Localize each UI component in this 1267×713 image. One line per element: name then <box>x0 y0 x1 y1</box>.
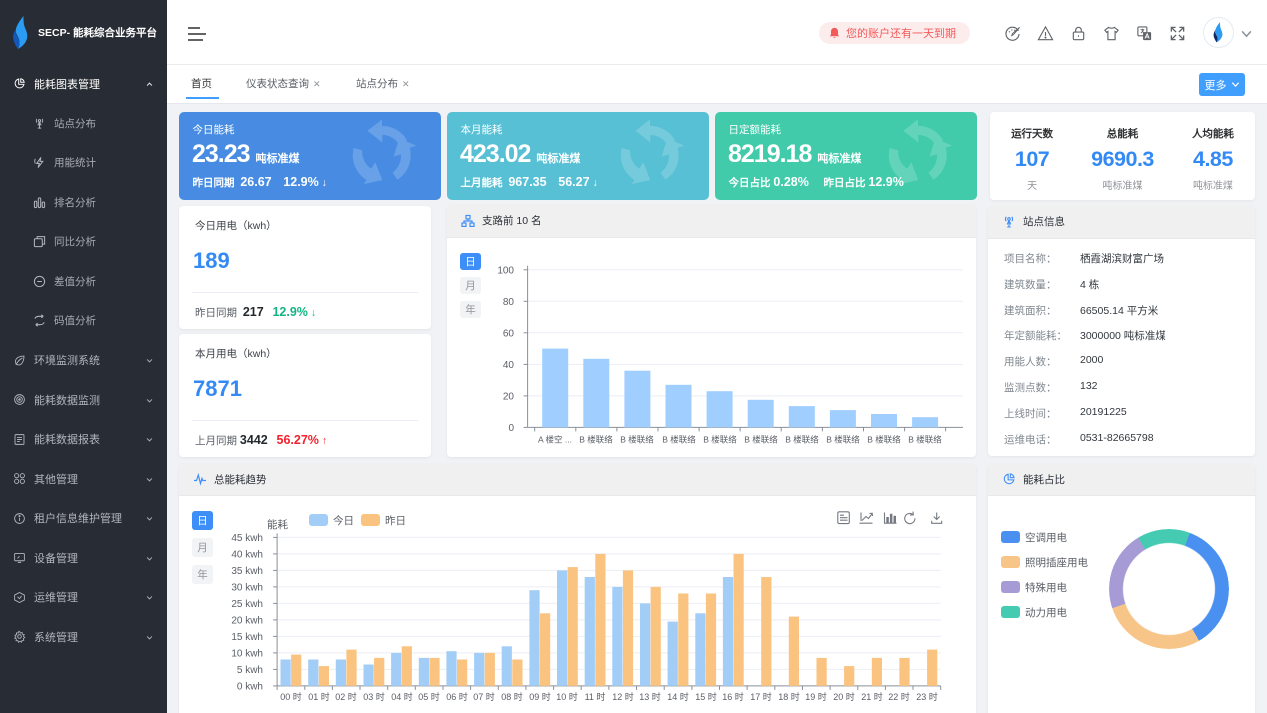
svg-text:B 楼联络: B 楼联络 <box>620 435 654 445</box>
svg-text:05 时: 05 时 <box>418 691 440 702</box>
svg-text:20 时: 20 时 <box>833 691 855 702</box>
svg-text:08 时: 08 时 <box>501 691 523 702</box>
svg-text:02 时: 02 时 <box>335 691 357 702</box>
svg-text:35 kwh: 35 kwh <box>231 565 263 576</box>
svg-text:B 楼联络: B 楼联络 <box>826 435 860 445</box>
svg-text:B 楼联络: B 楼联络 <box>744 435 778 445</box>
svg-text:00 时: 00 时 <box>280 691 302 702</box>
svg-text:0 kwh: 0 kwh <box>237 681 263 692</box>
svg-text:03 时: 03 时 <box>363 691 385 702</box>
svg-text:09 时: 09 时 <box>529 691 551 702</box>
svg-text:A 楼空 ...: A 楼空 ... <box>538 435 572 445</box>
svg-text:10 kwh: 10 kwh <box>231 648 263 659</box>
svg-text:40 kwh: 40 kwh <box>231 549 263 560</box>
svg-text:100: 100 <box>497 265 514 276</box>
svg-text:13 时: 13 时 <box>639 691 661 702</box>
svg-text:30 kwh: 30 kwh <box>231 582 263 593</box>
svg-text:0: 0 <box>508 423 514 434</box>
svg-text:40: 40 <box>503 360 515 371</box>
svg-text:16 时: 16 时 <box>722 691 744 702</box>
svg-text:15 时: 15 时 <box>695 691 717 702</box>
svg-text:19 时: 19 时 <box>805 691 827 702</box>
svg-text:5 kwh: 5 kwh <box>237 664 263 675</box>
svg-text:11 时: 11 时 <box>585 691 606 702</box>
svg-text:17 时: 17 时 <box>750 691 772 702</box>
svg-text:15 kwh: 15 kwh <box>231 631 263 642</box>
svg-text:80: 80 <box>503 297 515 308</box>
svg-text:12 时: 12 时 <box>612 691 634 702</box>
svg-text:23 时: 23 时 <box>916 691 938 702</box>
svg-text:01 时: 01 时 <box>308 691 330 702</box>
svg-text:07 时: 07 时 <box>473 691 495 702</box>
svg-text:B 楼联络: B 楼联络 <box>662 435 696 445</box>
svg-text:20: 20 <box>503 391 515 402</box>
svg-text:B 楼联络: B 楼联络 <box>908 435 942 445</box>
svg-text:B 楼联络: B 楼联络 <box>579 435 613 445</box>
svg-text:04 时: 04 时 <box>391 691 413 702</box>
svg-text:20 kwh: 20 kwh <box>231 615 263 626</box>
svg-text:10 时: 10 时 <box>556 691 578 702</box>
svg-text:21 时: 21 时 <box>861 691 883 702</box>
svg-text:22 时: 22 时 <box>888 691 910 702</box>
svg-text:B 楼联络: B 楼联络 <box>867 435 901 445</box>
svg-text:25 kwh: 25 kwh <box>231 598 263 609</box>
svg-text:18 时: 18 时 <box>778 691 800 702</box>
svg-text:60: 60 <box>503 328 515 339</box>
svg-text:14 时: 14 时 <box>667 691 689 702</box>
svg-text:B 楼联络: B 楼联络 <box>703 435 737 445</box>
svg-text:B 楼联络: B 楼联络 <box>785 435 819 445</box>
svg-text:45 kwh: 45 kwh <box>231 532 263 543</box>
svg-text:06 时: 06 时 <box>446 691 468 702</box>
